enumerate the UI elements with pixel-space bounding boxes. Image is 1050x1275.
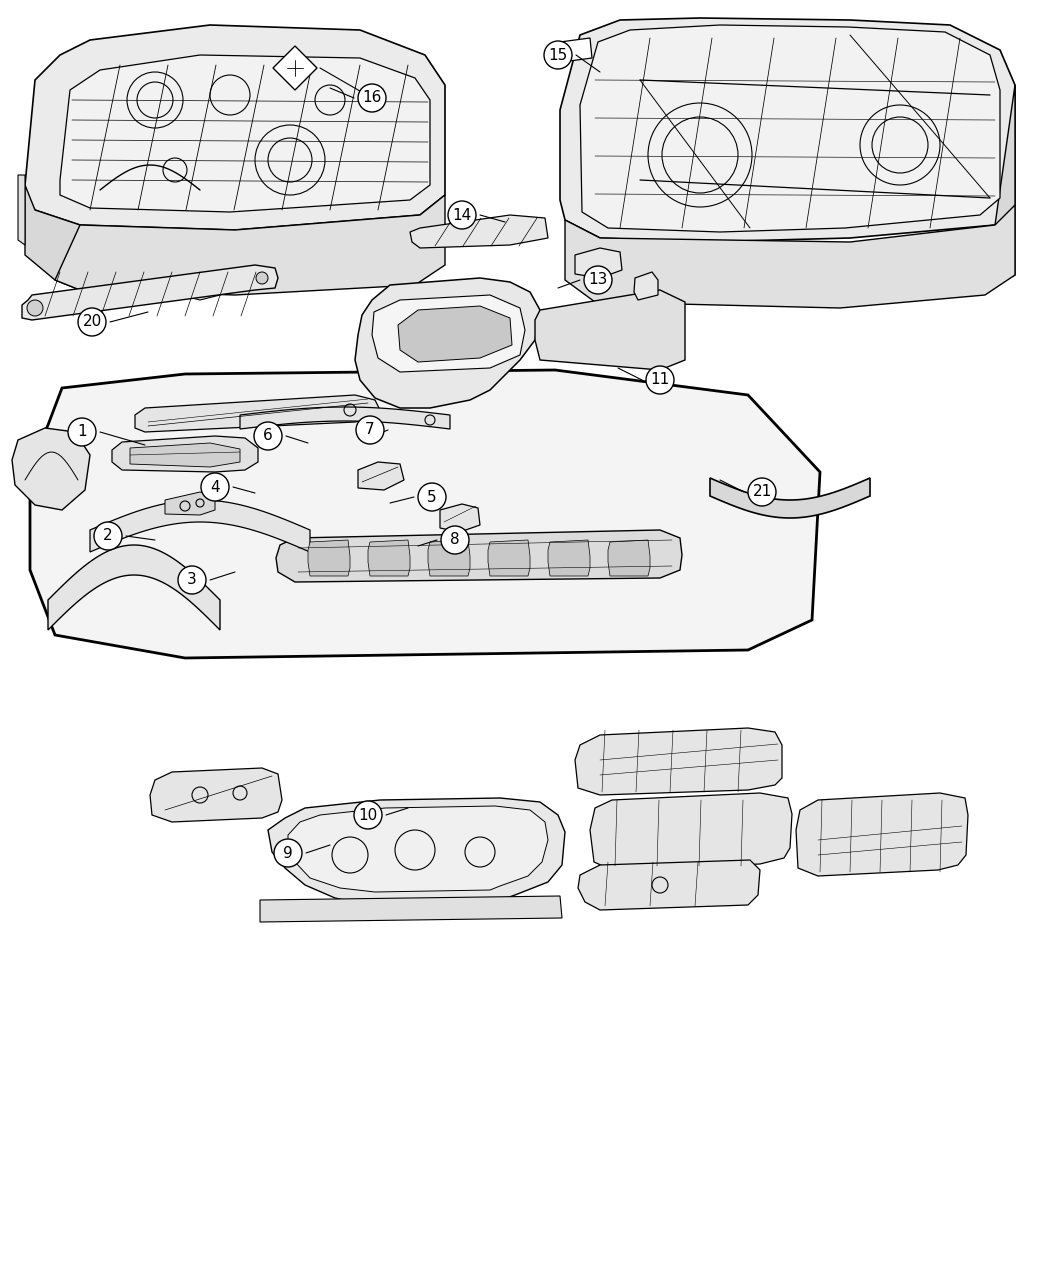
Circle shape <box>254 422 282 450</box>
Polygon shape <box>548 541 590 576</box>
Circle shape <box>441 527 469 555</box>
Polygon shape <box>560 18 1015 242</box>
Polygon shape <box>488 541 530 576</box>
Polygon shape <box>180 280 220 300</box>
Polygon shape <box>276 530 682 581</box>
Polygon shape <box>12 428 90 510</box>
Circle shape <box>94 521 122 550</box>
Polygon shape <box>60 55 430 212</box>
Polygon shape <box>710 478 870 518</box>
Polygon shape <box>565 205 1015 309</box>
Circle shape <box>418 483 446 511</box>
Circle shape <box>748 478 776 506</box>
Polygon shape <box>358 462 404 490</box>
Polygon shape <box>560 38 592 62</box>
Circle shape <box>358 84 386 112</box>
Text: 14: 14 <box>453 208 471 223</box>
Text: 6: 6 <box>264 428 273 444</box>
Polygon shape <box>575 728 782 796</box>
Text: 2: 2 <box>103 529 112 543</box>
Circle shape <box>584 266 612 295</box>
Polygon shape <box>18 175 25 245</box>
Circle shape <box>201 473 229 501</box>
Polygon shape <box>355 278 540 408</box>
Text: 16: 16 <box>362 91 382 106</box>
Polygon shape <box>308 541 350 576</box>
Polygon shape <box>398 306 512 362</box>
Polygon shape <box>580 26 1000 232</box>
Polygon shape <box>536 289 685 370</box>
Text: 21: 21 <box>753 484 772 500</box>
Polygon shape <box>90 500 310 552</box>
Polygon shape <box>578 861 760 910</box>
Polygon shape <box>273 46 317 91</box>
Polygon shape <box>372 295 525 372</box>
Circle shape <box>68 418 96 446</box>
Text: 8: 8 <box>450 533 460 547</box>
Polygon shape <box>112 436 258 472</box>
Polygon shape <box>22 265 278 320</box>
Circle shape <box>646 366 674 394</box>
Text: 4: 4 <box>210 479 219 495</box>
Text: 13: 13 <box>588 273 608 287</box>
Text: 7: 7 <box>365 422 375 437</box>
Polygon shape <box>260 896 562 922</box>
Polygon shape <box>575 249 622 278</box>
Polygon shape <box>368 541 410 576</box>
Text: 9: 9 <box>284 845 293 861</box>
Polygon shape <box>150 768 282 822</box>
Polygon shape <box>165 492 215 515</box>
Polygon shape <box>130 442 240 467</box>
Text: 5: 5 <box>427 490 437 505</box>
Polygon shape <box>428 541 470 576</box>
Text: 20: 20 <box>82 315 102 329</box>
Polygon shape <box>410 215 548 249</box>
Circle shape <box>354 801 382 829</box>
Polygon shape <box>30 370 820 658</box>
Polygon shape <box>240 407 450 428</box>
Circle shape <box>178 566 206 594</box>
Circle shape <box>448 201 476 229</box>
Polygon shape <box>440 504 480 532</box>
Polygon shape <box>25 26 445 230</box>
Polygon shape <box>608 541 650 576</box>
Polygon shape <box>48 544 220 630</box>
Text: 15: 15 <box>548 47 568 62</box>
Circle shape <box>274 839 302 867</box>
Polygon shape <box>55 195 445 295</box>
Polygon shape <box>796 793 968 876</box>
Polygon shape <box>288 806 548 892</box>
Text: 11: 11 <box>650 372 670 388</box>
Polygon shape <box>135 395 380 432</box>
Polygon shape <box>985 85 1015 289</box>
Circle shape <box>27 300 43 316</box>
Circle shape <box>256 272 268 284</box>
Text: 10: 10 <box>358 807 378 822</box>
Polygon shape <box>448 558 462 567</box>
Text: 3: 3 <box>187 572 197 588</box>
Circle shape <box>78 309 106 337</box>
Polygon shape <box>634 272 658 300</box>
Polygon shape <box>25 185 80 289</box>
Text: 1: 1 <box>78 425 87 440</box>
Circle shape <box>356 416 384 444</box>
Polygon shape <box>590 793 792 870</box>
Polygon shape <box>268 798 565 905</box>
Circle shape <box>544 41 572 69</box>
